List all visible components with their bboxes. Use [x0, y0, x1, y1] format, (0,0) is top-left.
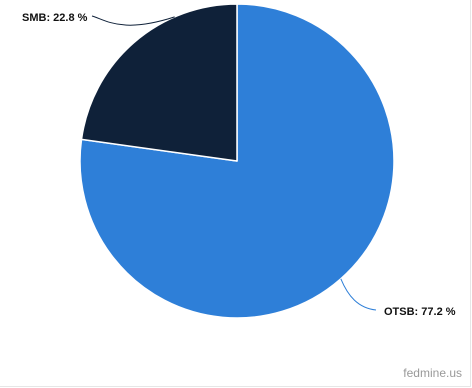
- data-label-otsb: OTSB: 77.2 %: [384, 306, 456, 318]
- data-label-smb: SMB: 22.8 %: [22, 12, 88, 24]
- connector-smb: [91, 15, 175, 26]
- credit-text[interactable]: fedmine.us: [403, 366, 462, 380]
- pie-slice-otsb[interactable]: [79, 3, 395, 319]
- label-connectors: [91, 15, 377, 311]
- data-labels: OTSB: 77.2 % SMB: 22.8 %: [22, 12, 456, 318]
- pie-slices: [79, 3, 395, 319]
- connector-otsb: [340, 278, 377, 311]
- pie-slice-smb[interactable]: [80, 3, 238, 162]
